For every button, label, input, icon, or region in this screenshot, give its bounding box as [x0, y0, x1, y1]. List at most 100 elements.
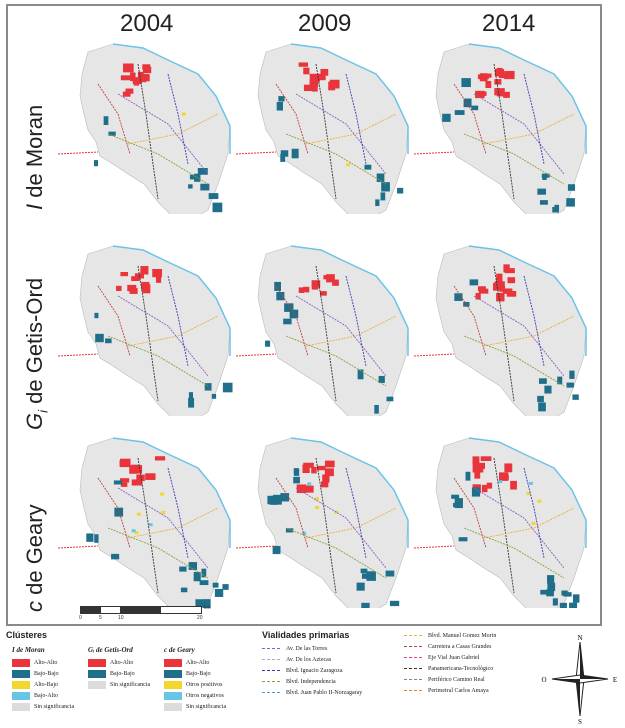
bajo-alto-block — [302, 531, 307, 535]
road-label: Av. De los Aztecas — [286, 656, 332, 663]
alto-alto-block — [482, 73, 492, 78]
bajo-bajo-block — [547, 582, 556, 592]
road-line — [167, 467, 189, 559]
bajo-bajo-block — [94, 312, 99, 319]
legend-item: Alto-Bajo — [12, 679, 74, 690]
bajo-bajo-block — [538, 402, 546, 412]
river-border — [290, 43, 409, 154]
bajo-bajo-block — [280, 153, 286, 162]
legend-swatch — [88, 680, 106, 689]
road-line — [493, 63, 515, 200]
alto-alto-block — [129, 288, 138, 294]
road-line-symbol — [404, 646, 422, 647]
alto-alto-block — [485, 80, 492, 89]
legend-label: Alto-Alto — [110, 659, 134, 666]
bajo-bajo-block — [200, 183, 210, 191]
road-line-symbol — [404, 635, 422, 636]
scale-tick-20: 20 — [197, 615, 203, 621]
road-line — [315, 457, 337, 594]
bajo-bajo-block — [105, 338, 112, 344]
legend-item: Alto-Alto — [88, 657, 150, 668]
alto-alto-block — [479, 462, 485, 469]
alto-alto-block — [142, 284, 151, 294]
bajo-bajo-block — [552, 206, 559, 213]
bajo-bajo-block — [567, 184, 576, 191]
alto-alto-block — [322, 474, 330, 483]
alto-bajo-block — [537, 499, 542, 503]
alto-alto-block — [140, 266, 149, 275]
bajo-bajo-block — [113, 480, 123, 485]
bajo-bajo-block — [458, 537, 468, 542]
bajo-bajo-block — [569, 602, 578, 608]
road-legend-item: Periférico Camino Real — [404, 674, 496, 685]
bajo-bajo-block — [461, 78, 471, 88]
road-line — [315, 265, 337, 402]
bajo-bajo-block — [211, 393, 217, 399]
legend-swatch — [164, 658, 182, 667]
alto-alto-block — [478, 91, 487, 96]
scale-tick-10: 10 — [118, 615, 124, 621]
alto-alto-block — [136, 474, 145, 482]
bajo-bajo-block — [376, 173, 385, 183]
road-line — [97, 285, 131, 357]
road-line — [127, 113, 219, 145]
bajo-bajo-block — [454, 293, 463, 301]
alto-alto-block — [320, 68, 329, 76]
bajo-bajo-block — [274, 281, 281, 291]
alto-alto-block — [309, 79, 319, 87]
map-panel-getis-2014 — [414, 245, 587, 416]
compass-o: O — [541, 676, 546, 684]
road-line — [305, 113, 397, 145]
map-panel-geary-2004 — [58, 437, 231, 608]
road-line — [453, 83, 487, 155]
bajo-bajo-block — [195, 599, 204, 608]
city-outline — [435, 43, 587, 214]
bajo-bajo-block — [222, 382, 233, 393]
bajo-bajo-block — [108, 131, 116, 136]
bajo-bajo-block — [547, 575, 555, 584]
highway-west — [414, 151, 455, 155]
road-legend-item: Carretera a Casas Grandes — [404, 641, 496, 652]
bajo-bajo-block — [378, 375, 385, 383]
road-line — [345, 275, 367, 367]
road-line-symbol — [404, 690, 422, 691]
bajo-bajo-block — [385, 570, 395, 577]
bajo-bajo-block — [188, 392, 194, 401]
bajo-bajo-block — [451, 494, 460, 499]
legend-swatch — [12, 702, 30, 711]
legend-item: Sin significancia — [88, 679, 150, 690]
river-border — [468, 245, 587, 356]
map-panel-getis-2009 — [236, 245, 409, 416]
river-border — [468, 43, 587, 154]
alto-alto-block — [120, 75, 132, 81]
legend-swatch — [88, 658, 106, 667]
map-panel-moran-2004 — [58, 43, 231, 214]
row-label-moran: I de Moran — [22, 104, 47, 210]
alto-alto-block — [120, 458, 131, 468]
bajo-bajo-block — [278, 96, 285, 102]
road-line-symbol — [262, 670, 280, 671]
bajo-bajo-block — [103, 116, 109, 125]
highway-west — [58, 353, 99, 357]
bajo-bajo-block — [471, 487, 481, 497]
alto-alto-block — [504, 70, 515, 80]
legend-label: Bajo-Bajo — [186, 670, 211, 677]
legend-label: Sin significancia — [110, 681, 151, 688]
bajo-bajo-block — [291, 148, 299, 159]
legend-swatch — [12, 669, 30, 678]
alto-bajo-block — [526, 492, 531, 496]
highway-west — [236, 545, 277, 549]
road-label: Periférico Camino Real — [428, 676, 485, 683]
bajo-bajo-block — [357, 369, 364, 380]
alto-alto-block — [130, 72, 136, 82]
highway-west — [236, 353, 277, 357]
legend-label: Bajo-Bajo — [34, 670, 59, 677]
bajo-bajo-block — [552, 598, 558, 606]
compass-n: N — [577, 634, 582, 642]
bajo-bajo-block — [280, 493, 290, 502]
road-legend-item: Blvd. Ignacio Zaragoza — [262, 665, 362, 676]
road-line-symbol — [404, 679, 422, 680]
road-label: Perimetral Carlos Amaya — [428, 687, 489, 694]
bajo-bajo-block — [204, 383, 212, 391]
bajo-bajo-block — [389, 600, 400, 607]
